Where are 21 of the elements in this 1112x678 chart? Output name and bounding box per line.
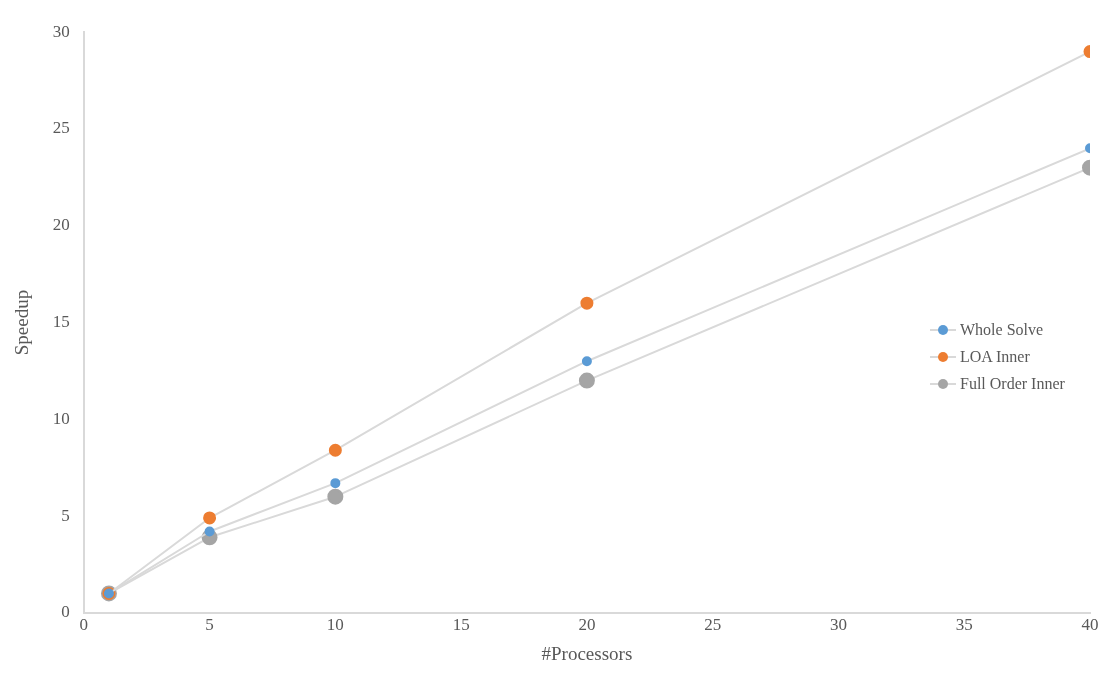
x-tick-label: 5 (205, 615, 214, 635)
x-tick-label: 20 (578, 615, 596, 635)
legend-label: Whole Solve (960, 321, 1044, 340)
x-tick-label: 15 (452, 615, 470, 635)
y-tick-label: 0 (61, 602, 70, 622)
y-tick-label: 30 (52, 21, 70, 41)
x-tick-label: 25 (704, 615, 722, 635)
x-tick-label: 0 (79, 615, 89, 635)
x-tick-label: 40 (1081, 615, 1099, 635)
legend-label: LOA Inner (960, 348, 1030, 367)
y-tick-label: 25 (52, 118, 70, 138)
x-tick-label: 10 (326, 615, 344, 635)
x-tick-label: 30 (829, 615, 847, 635)
x-axis-title: #Processors (541, 642, 633, 664)
legend-label: Full Order Inner (960, 375, 1065, 394)
x-tick-label: 35 (955, 615, 973, 635)
y-tick-label: 15 (52, 311, 70, 331)
y-tick-label: 5 (61, 505, 70, 525)
y-tick-label: 20 (52, 215, 70, 235)
y-tick-label: 10 (52, 408, 70, 428)
y-axis-title: Speedup (11, 289, 33, 356)
